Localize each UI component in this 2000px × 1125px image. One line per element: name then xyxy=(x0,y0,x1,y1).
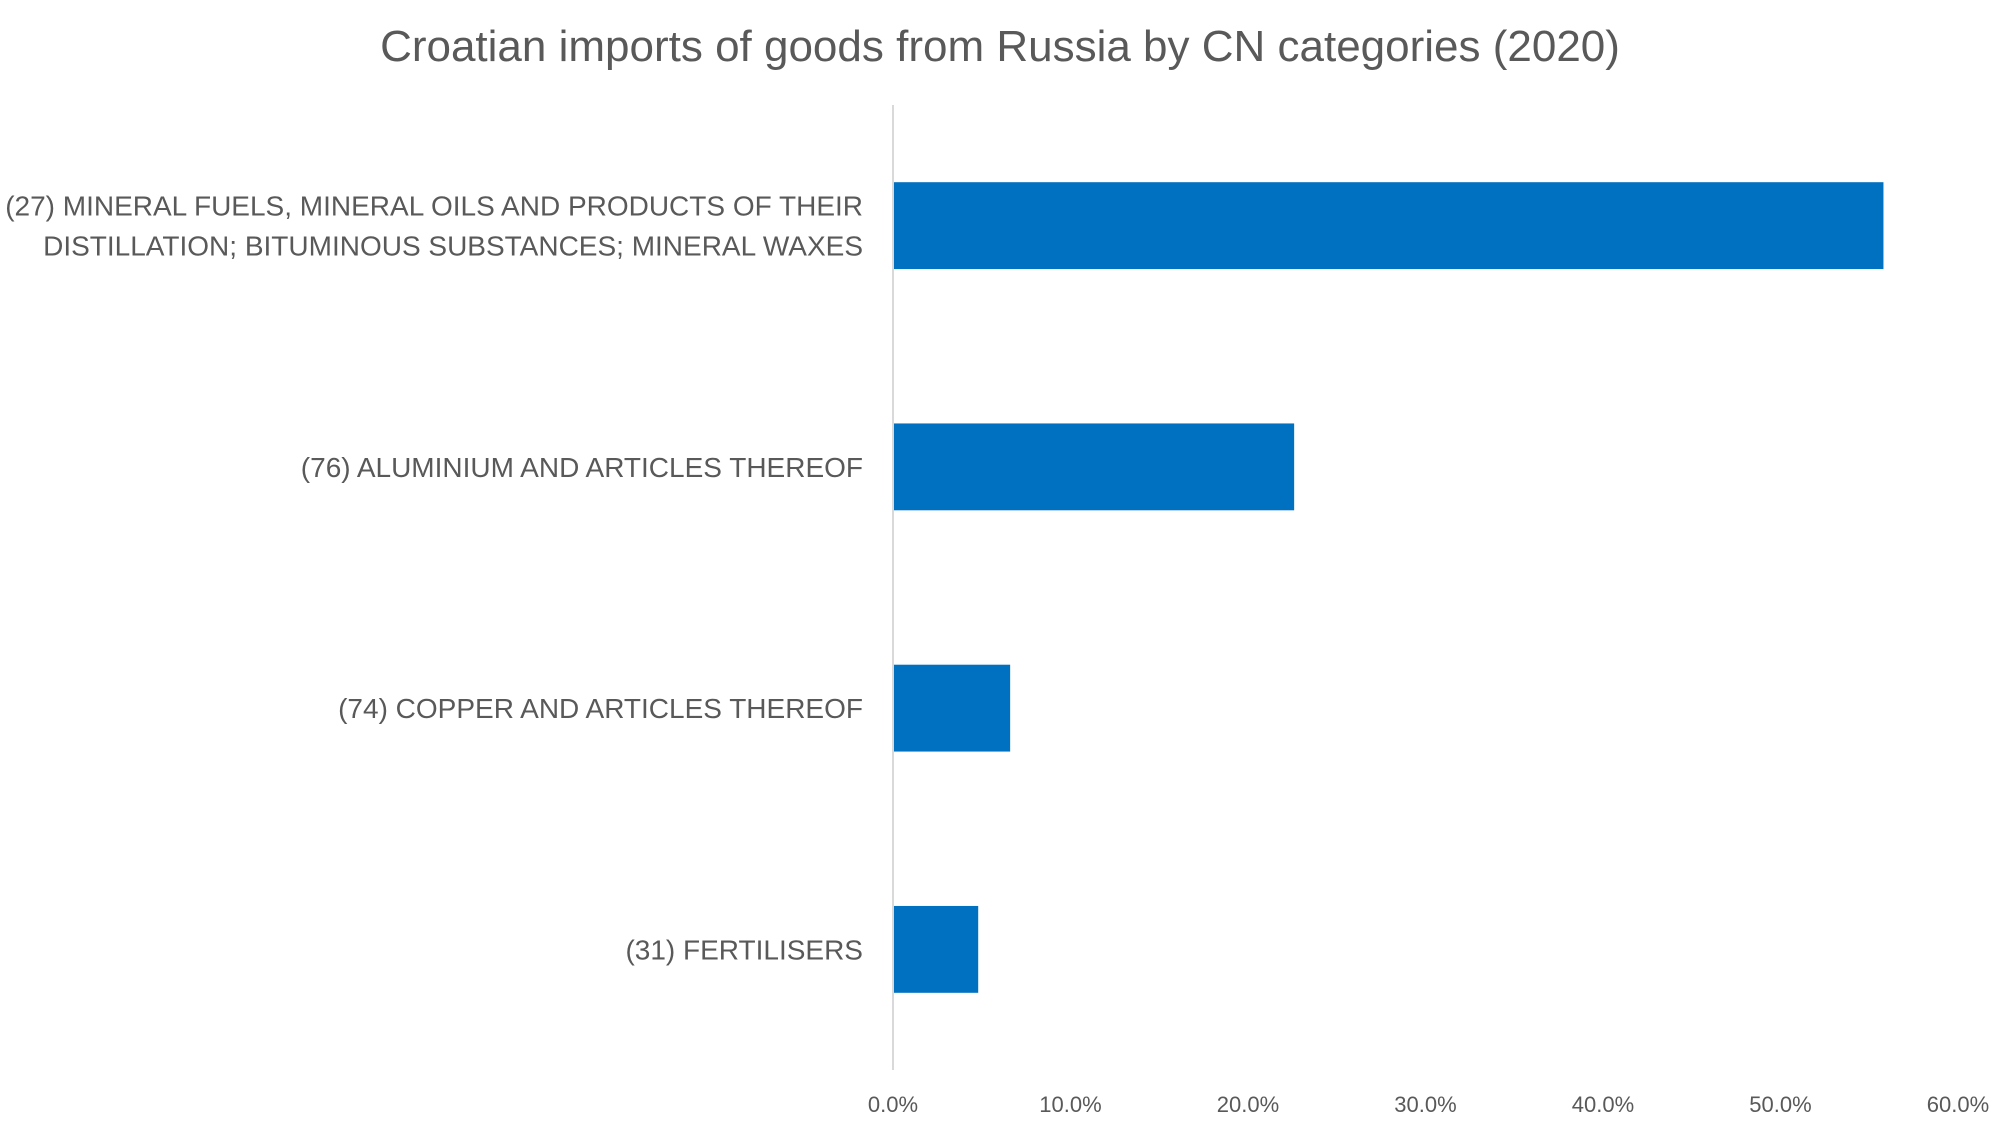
bars-layer xyxy=(893,182,1884,993)
category-label-line: (27) MINERAL FUELS, MINERAL OILS AND PRO… xyxy=(5,191,863,222)
category-label-2: (74) COPPER AND ARTICLES THEREOF xyxy=(338,693,863,724)
bar-2 xyxy=(893,664,1011,752)
category-label-line: (31) FERTILISERS xyxy=(625,934,863,965)
x-tick-labels: 0.0% 10.0% 20.0% 30.0% 40.0% 50.0% 60.0% xyxy=(868,1092,1989,1117)
bar-1 xyxy=(893,423,1295,511)
x-tick-label-5: 50.0% xyxy=(1749,1092,1811,1117)
category-label-line: DISTILLATION; BITUMINOUS SUBSTANCES; MIN… xyxy=(43,231,863,262)
category-label-3: (31) FERTILISERS xyxy=(625,934,863,965)
category-label-1: (76) ALUMINIUM AND ARTICLES THEREOF xyxy=(301,452,863,483)
category-label-0: (27) MINERAL FUELS, MINERAL OILS AND PRO… xyxy=(5,191,863,262)
x-tick-label-3: 30.0% xyxy=(1394,1092,1456,1117)
x-tick-label-2: 20.0% xyxy=(1217,1092,1279,1117)
bar-0 xyxy=(893,182,1884,270)
category-label-line: (76) ALUMINIUM AND ARTICLES THEREOF xyxy=(301,452,863,483)
category-label-line: (74) COPPER AND ARTICLES THEREOF xyxy=(338,693,863,724)
x-tick-label-1: 10.0% xyxy=(1039,1092,1101,1117)
chart-title: Croatian imports of goods from Russia by… xyxy=(380,22,1620,71)
x-tick-label-0: 0.0% xyxy=(868,1092,918,1117)
bar-3 xyxy=(893,905,979,993)
category-labels: (27) MINERAL FUELS, MINERAL OILS AND PRO… xyxy=(5,191,863,966)
x-tick-label-6: 60.0% xyxy=(1927,1092,1989,1117)
x-tick-label-4: 40.0% xyxy=(1572,1092,1634,1117)
